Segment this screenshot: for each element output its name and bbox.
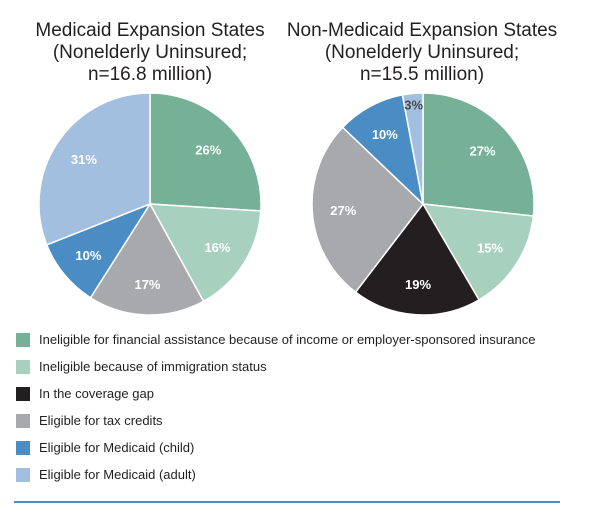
legend-item: Ineligible for financial assistance beca…: [16, 326, 535, 353]
legend-swatch: [16, 467, 30, 482]
legend-swatch: [16, 440, 30, 455]
pie-slice: [421, 203, 535, 301]
slice-label: 3%: [404, 98, 423, 113]
slice-label: 31%: [71, 152, 97, 167]
legend-label: Ineligible because of immigration status: [39, 359, 267, 374]
legend-swatch: [16, 332, 30, 347]
slice-label: 19%: [405, 277, 431, 292]
legend-swatch: [16, 386, 30, 401]
pie-slice: [38, 92, 151, 246]
right-title-line-1: Non-Medicaid Expansion States: [286, 20, 558, 41]
pie-slice: [89, 202, 205, 316]
slice-label: 27%: [330, 203, 356, 218]
right-title-line-2: (Nonelderly Uninsured;: [324, 42, 520, 63]
legend-label: In the coverage gap: [39, 386, 154, 401]
bottom-divider: [14, 501, 560, 503]
slice-label: 16%: [204, 240, 230, 255]
legend-item: Eligible for Medicaid (child): [16, 434, 535, 461]
legend-item: Ineligible because of immigration status: [16, 353, 535, 380]
legend: Ineligible for financial assistance beca…: [16, 326, 535, 488]
left-title-line-3: n=16.8 million): [87, 64, 213, 85]
pie-slice: [148, 203, 262, 303]
pie-slice: [422, 92, 535, 217]
pie-slice: [401, 92, 424, 205]
pie-non-expansion-states: 27% 15% 19% 27% 10% 3%: [311, 92, 535, 316]
pie-slice: [149, 92, 262, 212]
legend-label: Eligible for tax credits: [39, 413, 163, 428]
slice-label: 26%: [195, 142, 221, 157]
right-title-line-3: n=15.5 million): [359, 64, 485, 85]
slice-label: 17%: [134, 277, 160, 292]
legend-item: Eligible for tax credits: [16, 407, 535, 434]
pie-expansion-states: 26% 16% 17% 10% 31%: [38, 92, 262, 316]
left-chart-title: Medicaid Expansion States (Nonelderly Un…: [0, 20, 300, 86]
legend-label: Ineligible for financial assistance beca…: [39, 332, 536, 347]
pie-slice: [354, 202, 481, 316]
slice-label: 10%: [75, 248, 101, 263]
right-chart-title: Non-Medicaid Expansion States (Nonelderl…: [272, 20, 572, 86]
slice-label: 10%: [372, 127, 398, 142]
legend-swatch: [16, 359, 30, 374]
legend-label: Eligible for Medicaid (adult): [39, 467, 196, 482]
legend-item: In the coverage gap: [16, 380, 535, 407]
pie-slice: [311, 126, 425, 294]
slice-label: 15%: [477, 240, 503, 255]
left-title-line-1: Medicaid Expansion States: [35, 20, 265, 41]
legend-swatch: [16, 413, 30, 428]
legend-label: Eligible for Medicaid (child): [39, 440, 195, 455]
slice-label: 27%: [469, 144, 495, 159]
pie-charts: 26% 16% 17% 10% 31% 27% 15% 19% 27% 10% 3%: [38, 92, 535, 316]
left-title-line-2: (Nonelderly Uninsured;: [52, 42, 248, 63]
legend-item: Eligible for Medicaid (adult): [16, 461, 535, 488]
